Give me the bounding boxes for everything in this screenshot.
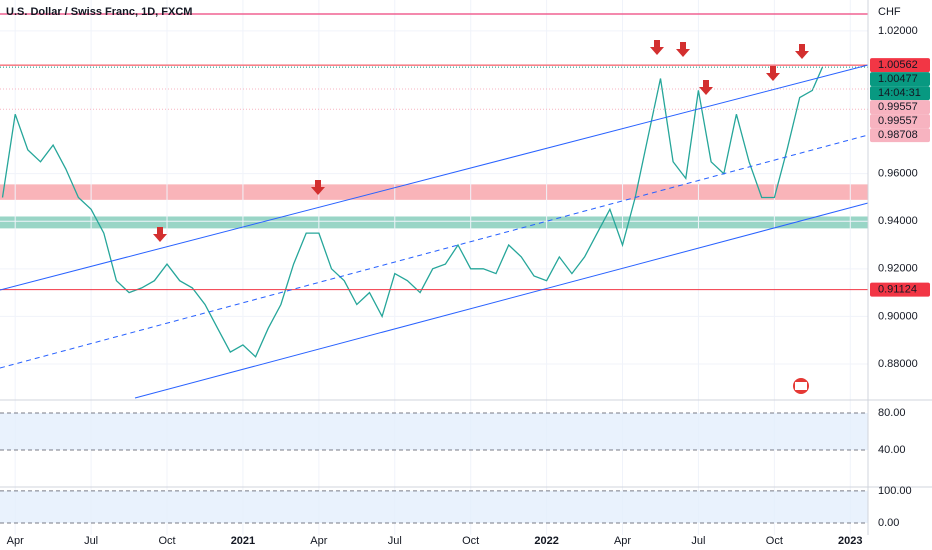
price-tag-label: 0.99557 (878, 115, 918, 127)
channel-upper (0, 64, 869, 291)
x-tick-label: Oct (158, 535, 175, 547)
x-tick-label: Oct (462, 535, 479, 547)
y-tick-label: 0.96000 (878, 168, 918, 180)
price-tag-label: 0.98708 (878, 129, 918, 141)
y-tick-label: 100.00 (878, 485, 912, 497)
x-tick-label: Jul (388, 535, 402, 547)
x-tick-label: Apr (310, 535, 327, 547)
arrow (795, 44, 809, 59)
x-tick-label: 2022 (534, 535, 558, 547)
x-tick-label: Apr (614, 535, 631, 547)
y-tick-label: 0.90000 (878, 310, 918, 322)
y-tick-label: 0.88000 (878, 358, 918, 370)
event-icon-flag (795, 382, 807, 390)
arrow (699, 80, 713, 95)
price-tag (870, 114, 930, 129)
x-tick-label: 2023 (838, 535, 862, 547)
y-tick-label: 0.94000 (878, 215, 918, 227)
y-tick-label: 40.00 (878, 444, 906, 456)
arrows (153, 40, 809, 242)
price-tag (870, 282, 930, 297)
arrow (650, 40, 664, 55)
zone (0, 216, 868, 229)
price-line (1, 66, 823, 358)
price-tag (870, 86, 930, 101)
price-tag (870, 128, 930, 143)
channel-lower (134, 202, 869, 399)
price-tag-label: 1.00477 (878, 73, 918, 85)
plot-layer (0, 0, 868, 535)
x-tick-label: 2021 (231, 535, 255, 547)
x-tick-label: Jul (691, 535, 705, 547)
channel-mid (0, 134, 869, 369)
y-tick-label: 0.00 (878, 517, 899, 529)
x-tick-label: Oct (766, 535, 783, 547)
y-tick-label: 0.92000 (878, 263, 918, 275)
arrow (311, 180, 325, 195)
oscillator-band (0, 413, 868, 451)
x-tick-label: Jul (84, 535, 98, 547)
price-tag (870, 100, 930, 115)
price-tag (870, 58, 930, 73)
arrow (676, 42, 690, 57)
arrow (766, 66, 780, 81)
price-tag-label: 0.91124 (878, 284, 917, 296)
chart-title: U.S. Dollar / Swiss Franc, 1D, FXCM (6, 6, 192, 18)
zone (0, 184, 868, 200)
x-tick-label: Apr (7, 535, 24, 547)
price-tag-label: 0.99557 (878, 101, 918, 113)
y-tick-label: 80.00 (878, 407, 906, 419)
arrow (153, 227, 167, 242)
currency: CHF (878, 6, 901, 18)
price-tag (870, 72, 930, 87)
price-tag-label: 1.00562 (878, 59, 918, 71)
oscillator-band (0, 490, 868, 523)
y-tick-label: 1.02000 (878, 25, 918, 37)
countdown-label: 14:04:31 (878, 87, 921, 99)
axis-layer: Apr Jul Oct 2021 Apr Jul Oct 2022 Apr Jul Oct 2023 0… (7, 25, 930, 547)
